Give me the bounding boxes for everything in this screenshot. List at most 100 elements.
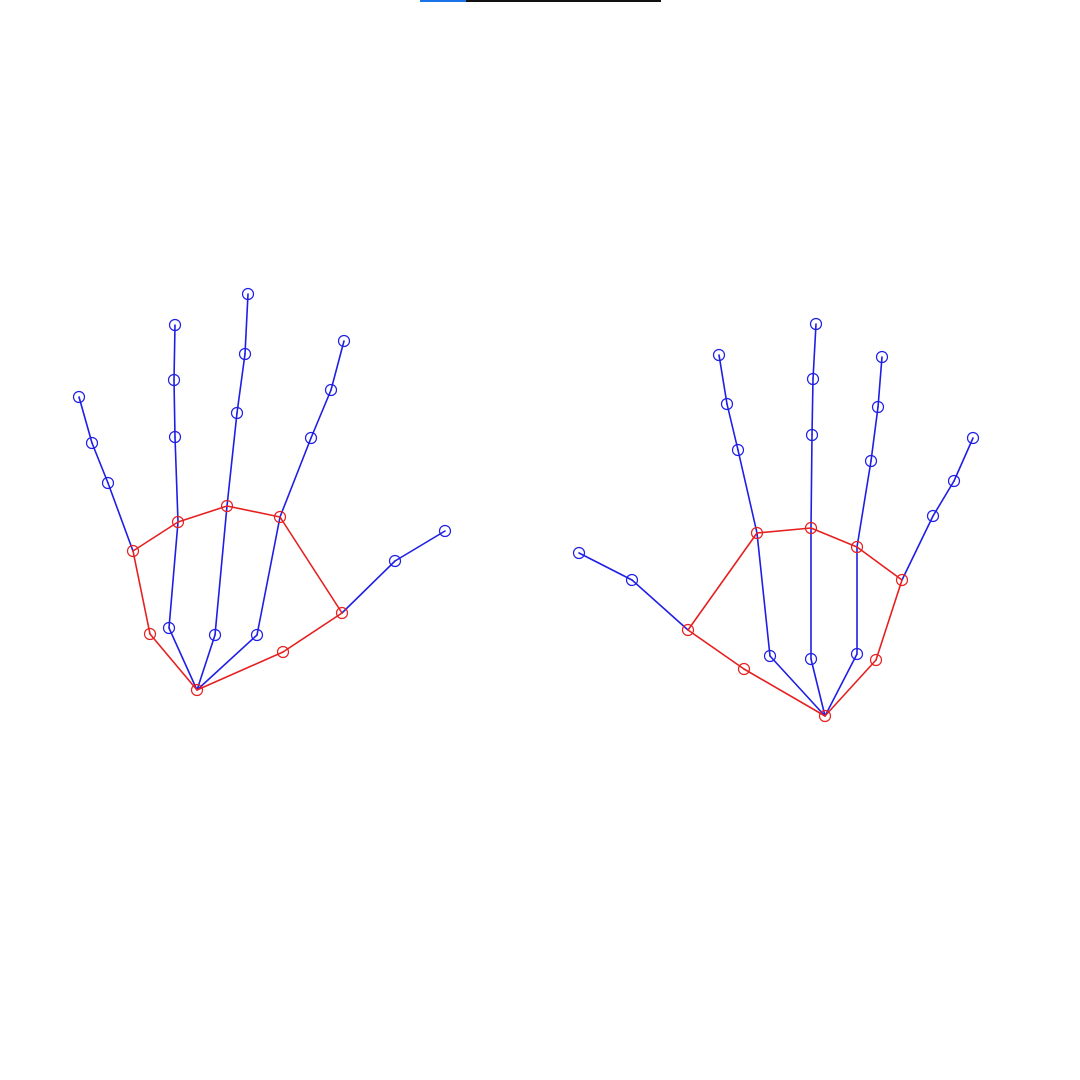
left-finger-bone [173, 324, 176, 381]
left-finger-keypoint [167, 373, 181, 387]
left-finger-keypoint [101, 476, 115, 490]
right-palm-keypoint [818, 709, 832, 723]
right-finger-bone [578, 552, 633, 581]
right-finger-keypoint [806, 372, 820, 386]
left-palm-bone [132, 521, 179, 552]
right-finger-keypoint [947, 474, 961, 488]
right-palm-keypoint [750, 526, 764, 540]
left-palm-bone [196, 651, 284, 691]
right-palm-bone [756, 527, 812, 534]
left-finger-keypoint [168, 430, 182, 444]
left-finger-bone [196, 634, 216, 691]
left-finger-keypoint [304, 431, 318, 445]
left-palm-keypoint [220, 499, 234, 513]
left-finger-bone [236, 353, 246, 414]
left-finger-bone [174, 436, 179, 523]
left-palm-keypoint [190, 683, 204, 697]
left-palm-bone [282, 612, 343, 653]
right-finger-bone [756, 532, 771, 657]
right-palm-keypoint [850, 540, 864, 554]
left-palm-bone [132, 550, 151, 635]
left-finger-bone [244, 293, 249, 355]
left-finger-bone [310, 389, 332, 439]
left-finger-bone [168, 521, 179, 629]
left-finger-keypoint [238, 347, 252, 361]
left-finger-keypoint [250, 628, 264, 642]
right-finger-bone [631, 579, 689, 631]
left-palm-bone [177, 505, 228, 523]
right-finger-bone [811, 378, 814, 436]
right-finger-bone [932, 480, 955, 517]
right-palm-keypoint [737, 662, 751, 676]
left-palm-keypoint [273, 510, 287, 524]
right-finger-bone [769, 655, 826, 717]
left-finger-bone [226, 412, 238, 507]
right-finger-bone [737, 449, 758, 534]
right-finger-bone [953, 437, 974, 482]
left-finger-keypoint [162, 621, 176, 635]
left-finger-keypoint [388, 554, 402, 568]
left-finger-bone [91, 442, 109, 484]
left-finger-keypoint [241, 287, 255, 301]
left-finger-bone [394, 530, 446, 562]
right-palm-keypoint [681, 623, 695, 637]
right-finger-keypoint [875, 350, 889, 364]
left-palm-keypoint [143, 627, 157, 641]
left-finger-bone [256, 516, 281, 636]
right-palm-bone [875, 579, 903, 661]
left-finger-bone [214, 505, 228, 636]
right-finger-keypoint [926, 509, 940, 523]
left-hand-skeleton [72, 287, 452, 697]
right-finger-keypoint [720, 397, 734, 411]
right-finger-keypoint [625, 573, 639, 587]
left-finger-keypoint [85, 436, 99, 450]
right-finger-keypoint [864, 454, 878, 468]
right-finger-bone [877, 356, 883, 408]
left-palm-keypoint [276, 645, 290, 659]
left-palm-bone [149, 633, 198, 691]
right-finger-keypoint [731, 443, 745, 457]
right-finger-bone [812, 323, 817, 380]
left-palm-keypoint [335, 606, 349, 620]
left-finger-keypoint [438, 524, 452, 538]
left-finger-bone [196, 634, 258, 691]
right-finger-bone [718, 354, 728, 405]
right-finger-bone [810, 658, 826, 717]
left-finger-bone [78, 396, 93, 444]
left-finger-bone [341, 560, 396, 614]
right-palm-keypoint [869, 653, 883, 667]
right-finger-bone [901, 515, 934, 581]
right-finger-bone [726, 403, 739, 451]
left-palm-bone [279, 516, 343, 614]
left-finger-bone [279, 437, 312, 518]
left-palm-keypoint [126, 544, 140, 558]
left-finger-keypoint [230, 406, 244, 420]
left-finger-keypoint [324, 383, 338, 397]
left-palm-bone [226, 505, 281, 518]
left-finger-keypoint [168, 318, 182, 332]
left-finger-bone [168, 627, 198, 691]
right-finger-bone [824, 653, 858, 717]
top-slider[interactable] [420, 0, 661, 2]
left-finger-bone [107, 482, 134, 552]
right-finger-keypoint [763, 649, 777, 663]
right-finger-keypoint [712, 348, 726, 362]
right-palm-keypoint [895, 573, 909, 587]
right-finger-keypoint [966, 431, 980, 445]
right-finger-bone [856, 460, 872, 548]
right-finger-bone [810, 434, 813, 529]
left-finger-keypoint [72, 390, 86, 404]
right-finger-bone [870, 406, 879, 462]
right-finger-keypoint [871, 400, 885, 414]
right-palm-bone [687, 629, 745, 670]
top-slider-fill [420, 0, 466, 2]
right-palm-bone [687, 532, 758, 631]
left-finger-bone [173, 379, 176, 438]
right-finger-keypoint [804, 652, 818, 666]
left-palm-keypoint [171, 515, 185, 529]
right-palm-bone [810, 527, 858, 548]
right-finger-keypoint [572, 546, 586, 560]
left-finger-keypoint [337, 334, 351, 348]
left-finger-keypoint [208, 628, 222, 642]
